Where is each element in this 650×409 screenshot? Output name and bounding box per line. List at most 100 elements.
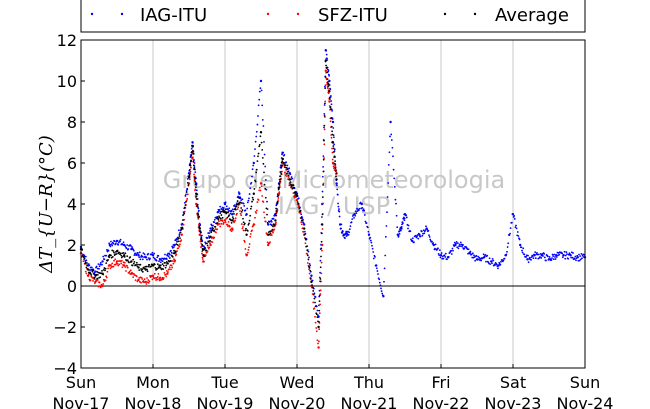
data-point xyxy=(198,216,200,218)
data-point xyxy=(181,222,184,225)
data-point xyxy=(371,244,373,247)
data-point xyxy=(84,255,87,258)
data-point xyxy=(480,259,483,262)
data-point xyxy=(204,254,207,256)
data-point xyxy=(102,283,105,285)
data-point xyxy=(274,219,277,222)
data-point xyxy=(141,278,144,280)
data-point xyxy=(332,147,335,150)
data-point xyxy=(287,176,290,178)
data-point xyxy=(218,208,221,211)
data-point xyxy=(121,266,124,269)
data-point xyxy=(242,217,244,220)
data-point xyxy=(183,212,186,215)
data-point xyxy=(157,267,160,269)
data-point xyxy=(528,256,531,259)
data-point xyxy=(177,240,180,243)
data-point xyxy=(323,113,326,115)
data-point xyxy=(260,89,263,92)
data-point xyxy=(272,217,275,220)
data-point xyxy=(337,205,340,208)
data-point xyxy=(330,125,333,128)
data-point xyxy=(177,229,180,232)
data-point xyxy=(238,192,241,195)
data-point xyxy=(240,210,243,213)
data-point xyxy=(280,172,282,175)
data-point xyxy=(126,259,129,261)
data-point xyxy=(129,244,132,247)
data-point xyxy=(392,155,394,158)
data-point xyxy=(153,252,156,255)
data-point xyxy=(203,260,205,263)
data-point xyxy=(248,197,250,200)
data-point xyxy=(123,264,126,267)
data-point xyxy=(517,235,520,237)
data-point xyxy=(99,276,102,279)
data-point xyxy=(533,254,536,257)
data-point xyxy=(458,243,461,246)
data-point xyxy=(548,256,551,258)
data-point xyxy=(152,256,155,259)
data-point xyxy=(149,257,151,260)
data-point xyxy=(327,83,330,86)
data-point xyxy=(254,148,256,151)
data-point xyxy=(213,236,216,239)
data-point xyxy=(255,209,258,212)
data-point xyxy=(386,196,389,198)
data-point xyxy=(551,257,553,260)
data-point xyxy=(224,201,227,204)
data-point xyxy=(237,202,240,205)
data-point xyxy=(273,228,276,231)
data-point xyxy=(125,270,127,272)
data-point xyxy=(98,267,100,270)
data-point xyxy=(575,259,577,262)
data-point xyxy=(201,258,204,260)
plot-area xyxy=(81,40,585,368)
data-point xyxy=(223,202,227,206)
data-point xyxy=(277,186,281,189)
data-point xyxy=(309,277,312,280)
data-point xyxy=(267,243,270,247)
data-point xyxy=(92,273,95,275)
data-point xyxy=(168,257,171,259)
data-point xyxy=(105,254,108,257)
data-point xyxy=(275,212,277,215)
data-point xyxy=(550,259,553,261)
data-point xyxy=(455,241,458,243)
data-point xyxy=(126,255,129,258)
data-point xyxy=(253,223,256,226)
data-point xyxy=(266,222,269,224)
data-point xyxy=(540,257,543,259)
data-point xyxy=(289,181,292,183)
data-point xyxy=(382,295,385,298)
data-point xyxy=(159,261,162,264)
data-point xyxy=(327,85,330,87)
data-point xyxy=(522,247,525,250)
data-point xyxy=(318,312,321,315)
watermark: Grupo de Micrometeorologia IAG / USP xyxy=(163,166,505,220)
data-point xyxy=(189,170,192,173)
y-axis: −4 −2 0 2 4 6 8 10 12 xyxy=(53,31,85,378)
data-point xyxy=(194,183,197,186)
data-point xyxy=(186,181,189,184)
data-point xyxy=(83,257,86,260)
data-point xyxy=(321,228,324,230)
data-point xyxy=(170,260,172,262)
y-tick-label: 2 xyxy=(67,236,77,255)
data-point xyxy=(180,233,183,236)
data-point xyxy=(177,247,180,250)
data-point xyxy=(333,148,336,151)
data-point xyxy=(324,87,327,90)
data-point xyxy=(530,256,533,259)
data-point xyxy=(484,253,487,256)
data-point xyxy=(447,255,450,258)
data-point xyxy=(530,258,532,261)
data-point xyxy=(250,205,253,208)
data-point xyxy=(214,225,217,228)
data-point xyxy=(97,263,100,266)
data-point xyxy=(532,257,535,260)
data-point xyxy=(370,241,373,244)
data-point xyxy=(444,252,447,255)
data-point xyxy=(450,249,453,252)
data-point xyxy=(176,240,178,243)
